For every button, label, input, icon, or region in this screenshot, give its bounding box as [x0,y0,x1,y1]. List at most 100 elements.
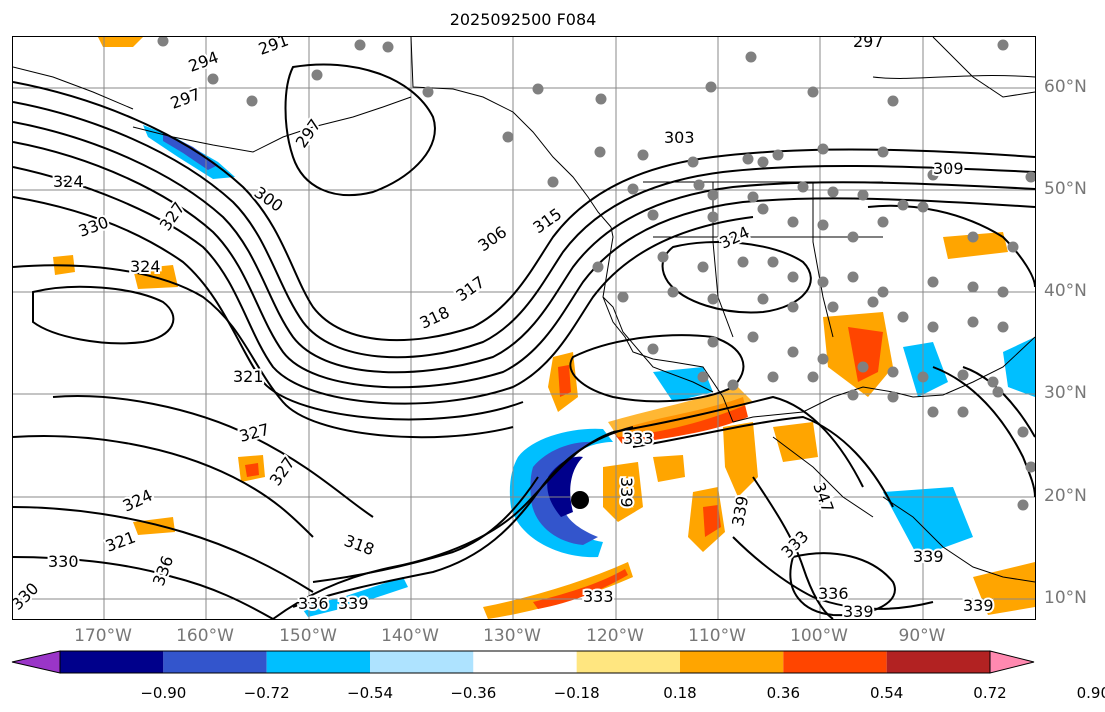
station-dot [967,231,979,243]
station-dot [617,291,629,303]
station-dot [594,146,606,158]
colorbar-tick-label: 0.54 [869,684,904,702]
contour-label: 336 [818,584,849,603]
station-dot [547,176,559,188]
station-dot [927,169,939,181]
colorbar-bin [163,651,267,673]
colorbar-tick-label: −0.54 [347,684,393,702]
contour-label: 339 [617,477,636,508]
station-dot [697,261,709,273]
station-dot [757,156,769,168]
station-dot [767,371,779,383]
station-dot [927,406,939,418]
station-dot [1025,171,1035,183]
contour-label: 330 [13,579,42,614]
contour-label: 324 [53,172,84,191]
station-dot [827,186,839,198]
station-dot [532,83,544,95]
station-dot [807,371,819,383]
contour-label: 336 [298,594,329,613]
station-dot [747,331,759,343]
station-dot [887,366,899,378]
station-dot [737,256,749,268]
station-dot [857,361,869,373]
station-dot [817,143,829,155]
station-dot [747,191,759,203]
contour-label: 317 [452,272,488,305]
contour-label: 333 [583,587,614,606]
latitude-label: 20°N [1044,486,1087,506]
station-dot [957,406,969,418]
station-dot [967,281,979,293]
colorbar-tick-label: −0.72 [243,684,290,702]
station-dot [817,276,829,288]
colorbar-tick-label: 0.72 [973,684,1007,702]
contour-label: 294 [186,47,221,75]
longitude-label: 150°W [279,626,337,646]
anomaly-shading [53,37,1035,619]
contour-label: 339 [338,594,369,613]
station-dot [772,149,784,161]
longitude-label: 100°W [790,626,848,646]
contour-label: 330 [76,212,111,240]
latitude-label: 10°N [1044,588,1087,608]
station-dot [422,86,434,98]
station-dot [957,369,969,381]
station-dot [697,371,709,383]
station-dot [877,286,889,298]
station-dot [707,336,719,348]
station-dot [687,156,699,168]
longitude-label: 120°W [586,626,644,646]
contour-label: 333 [777,527,812,562]
station-dot [967,316,979,328]
map-title: 2025092500 F084 [449,10,597,29]
colorbar-bin [886,651,990,673]
colorbar-outline [59,650,991,674]
station-dot [917,371,929,383]
contour-label: 318 [342,531,377,559]
station-dot [817,219,829,231]
colorbar [11,650,1035,674]
station-dot [707,293,719,305]
station-dot [847,389,859,401]
station-dot [847,271,859,283]
contour-label: 297 [292,115,325,151]
station-dot [797,181,809,193]
station-dot [647,209,659,221]
contour-label: 297 [168,84,203,112]
station-dot [827,301,839,313]
map-panel: 291 294 297 297 297 300 303 306 309 315 317 318 318 3… [12,36,1036,620]
contour-label: 297 [853,37,884,51]
contour-label: 339 [963,596,994,615]
station-dot [767,256,779,268]
station-dot [707,211,719,223]
coastlines [13,37,1035,583]
station-dot [867,296,879,308]
contour-label: 306 [474,222,510,255]
station-dot [787,271,799,283]
station-dot [927,321,939,333]
contour-label: 339 [913,547,944,566]
colorbar-tick-label: 0.36 [766,684,801,702]
colorbar-bin [473,651,577,673]
station-dot [887,391,899,403]
contour-label: 318 [417,302,453,332]
longitude-label: 170°W [74,626,132,646]
contour-label: 315 [529,204,565,237]
station-dot [1017,426,1029,438]
station-dot [897,199,909,211]
colorbar-tick-label: −0.18 [553,684,600,702]
station-dot [1007,241,1019,253]
station-dot [997,39,1009,51]
station-dot [787,346,799,358]
contour-label: 327 [266,453,299,489]
station-dot [707,189,719,201]
station-dot [667,286,679,298]
contour-label: 321 [103,527,138,555]
contour-label: 324 [120,485,156,515]
weather-map: 2912942972972973003033063093153173183183… [13,37,1035,619]
longitude-label: 110°W [688,626,746,646]
station-dot [745,51,757,63]
station-dot [157,37,169,47]
contour-label: 339 [843,602,874,619]
